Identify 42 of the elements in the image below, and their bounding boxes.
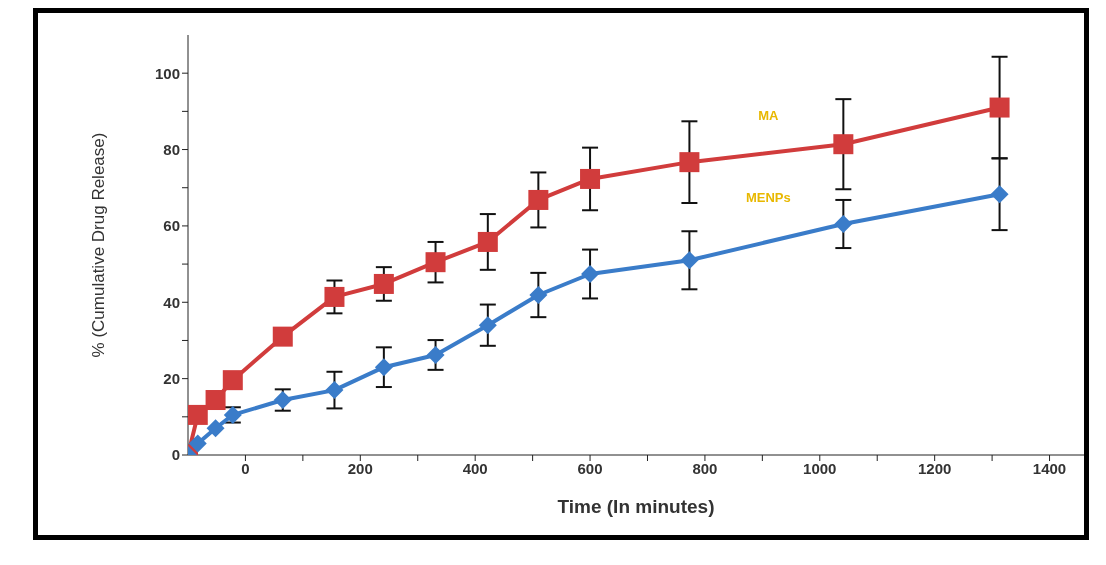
x-tick-label: 200 <box>347 459 373 477</box>
y-tick-label: 20 <box>163 369 180 387</box>
point <box>205 390 226 411</box>
point <box>477 231 498 252</box>
point <box>325 381 344 400</box>
x-tick-label: 800 <box>692 459 718 477</box>
y-tick-label: 80 <box>163 140 180 158</box>
x-tick-label: 400 <box>462 459 488 477</box>
point <box>425 252 446 273</box>
point <box>990 185 1009 204</box>
point <box>680 251 699 270</box>
point <box>373 273 394 294</box>
point <box>581 265 600 284</box>
text: MENPs <box>745 190 791 205</box>
point <box>426 345 445 364</box>
point <box>188 434 207 453</box>
point <box>989 97 1010 118</box>
x-tick-label: 1200 <box>917 459 952 477</box>
point <box>529 286 548 305</box>
point <box>374 358 393 377</box>
point <box>222 370 243 391</box>
text: MA <box>758 108 780 124</box>
point <box>188 404 208 425</box>
y-tick-label: 100 <box>154 64 180 82</box>
point <box>833 134 854 155</box>
point <box>478 316 497 335</box>
x-tick-label: 1400 <box>1032 459 1067 477</box>
y-tick-label: 0 <box>171 446 180 464</box>
point <box>206 419 225 438</box>
point <box>679 152 700 173</box>
point <box>272 326 293 347</box>
y-tick-label: 40 <box>163 293 180 311</box>
x-tick-label: 600 <box>577 459 603 477</box>
x-axis-title: Time (In minutes) <box>557 496 715 517</box>
point <box>834 215 853 233</box>
x-tick-label: 0 <box>241 459 250 477</box>
y-tick-label: 60 <box>163 217 180 235</box>
point <box>528 189 549 210</box>
point <box>580 168 601 189</box>
y-axis-title: % (Cumulative Drug Release) <box>89 132 109 358</box>
x-tick-label: 1000 <box>803 459 837 477</box>
point <box>324 286 345 307</box>
